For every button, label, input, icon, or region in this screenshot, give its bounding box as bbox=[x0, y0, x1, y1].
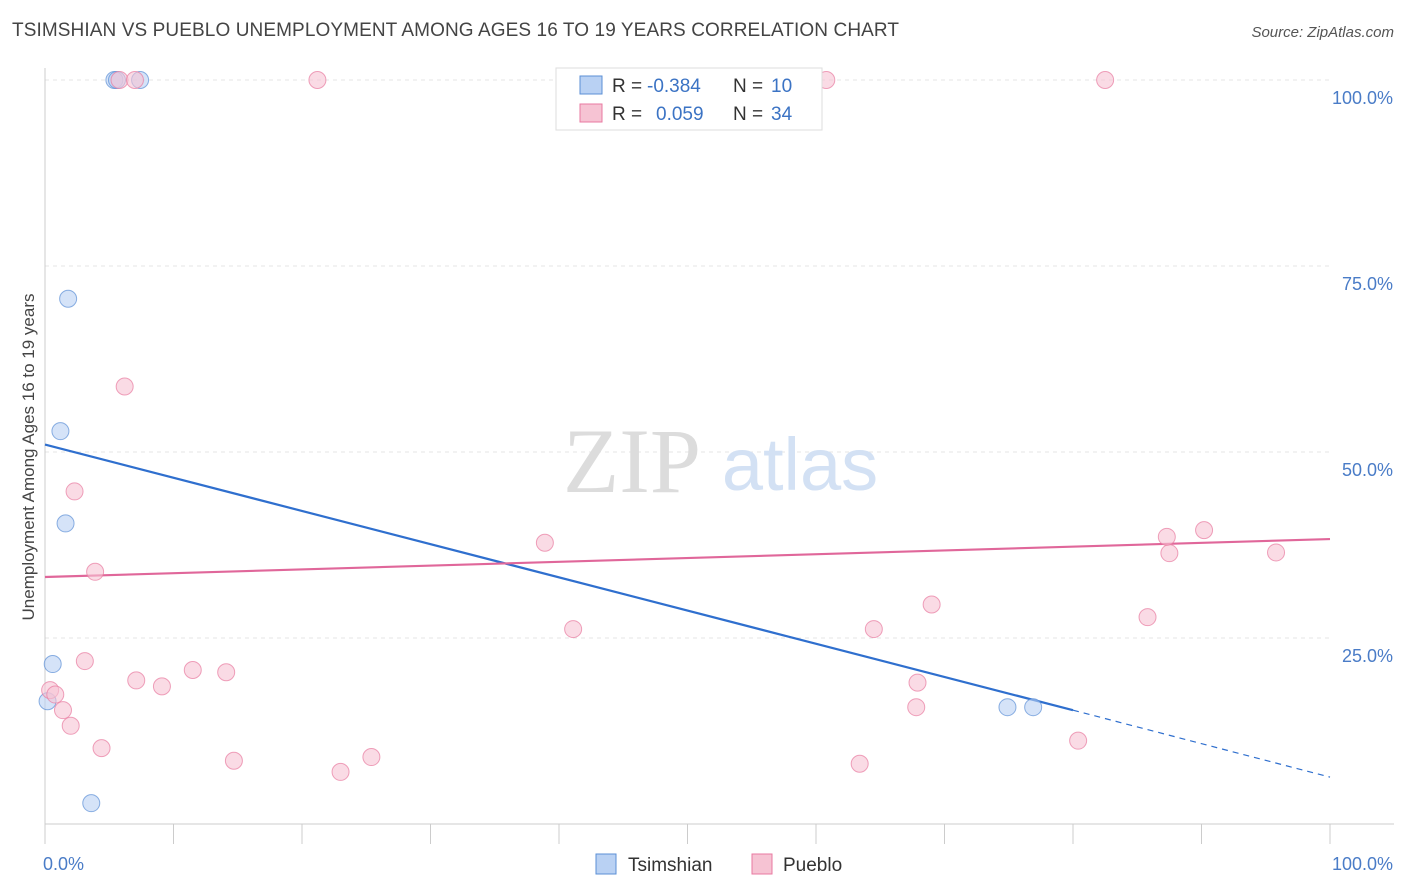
point-pueblo-0 bbox=[110, 71, 129, 89]
point-pueblo-7 bbox=[86, 562, 105, 581]
y-tick-label-0: 25.0% bbox=[1342, 646, 1393, 666]
point-pueblo-18 bbox=[127, 671, 146, 690]
point-pueblo-13 bbox=[1160, 544, 1179, 563]
point-pueblo-9 bbox=[564, 620, 583, 639]
point-pueblo-29 bbox=[362, 748, 381, 767]
point-pueblo-14 bbox=[1157, 527, 1176, 546]
point-pueblo-20 bbox=[183, 660, 202, 679]
watermark-zip: ZIP bbox=[563, 410, 701, 512]
point-pueblo-23 bbox=[46, 685, 65, 704]
point-pueblo-12 bbox=[1138, 608, 1157, 627]
legend-n-label-1: N = bbox=[733, 76, 763, 97]
point-pueblo-31 bbox=[908, 673, 927, 692]
point-pueblo-10 bbox=[864, 620, 883, 639]
point-pueblo-32 bbox=[907, 698, 926, 717]
point-tsimshian-3 bbox=[59, 289, 78, 308]
point-pueblo-11 bbox=[922, 595, 941, 614]
legend-r-label-1: R = bbox=[612, 76, 642, 97]
legend-n-label-2: N = bbox=[733, 104, 763, 125]
point-pueblo-33 bbox=[1069, 731, 1088, 750]
trend-line-tsimshian bbox=[44, 443, 1074, 712]
point-pueblo-16 bbox=[1267, 543, 1286, 562]
point-pueblo-30 bbox=[850, 754, 869, 773]
point-tsimshian-9 bbox=[998, 698, 1017, 717]
watermark-atlas: atlas bbox=[722, 423, 878, 506]
legend-n-value-1: 10 bbox=[771, 76, 792, 97]
watermark: ZIP atlas bbox=[563, 410, 878, 512]
point-pueblo-25 bbox=[61, 716, 80, 735]
chart-source: Source: ZipAtlas.com bbox=[1251, 24, 1394, 41]
point-tsimshian-5 bbox=[56, 514, 75, 533]
point-tsimshian-6 bbox=[43, 655, 62, 674]
legend-swatch-pueblo bbox=[579, 103, 603, 123]
legend-r-label-2: R = bbox=[612, 104, 642, 125]
point-pueblo-6 bbox=[65, 482, 84, 501]
legend-r-value-1: -0.384 bbox=[647, 76, 701, 97]
point-pueblo-17 bbox=[75, 652, 94, 671]
point-pueblo-1 bbox=[125, 71, 144, 89]
y-axis-label: Unemployment Among Ages 16 to 19 years bbox=[19, 294, 38, 621]
point-pueblo-4 bbox=[1096, 71, 1115, 89]
trend-lines bbox=[44, 443, 1331, 778]
point-pueblo-21 bbox=[217, 663, 236, 682]
legend-n-value-2: 34 bbox=[771, 104, 793, 125]
series-legend: Tsimshian Pueblo bbox=[595, 853, 842, 876]
point-tsimshian-10 bbox=[1024, 698, 1043, 717]
axes bbox=[44, 68, 1394, 844]
legend-swatch-tsimshian bbox=[579, 75, 603, 95]
point-pueblo-19 bbox=[152, 677, 171, 696]
point-pueblo-27 bbox=[224, 751, 243, 770]
point-pueblo-24 bbox=[53, 701, 72, 720]
y-tick-label-2: 75.0% bbox=[1342, 274, 1393, 294]
point-pueblo-26 bbox=[92, 739, 111, 758]
point-pueblo-8 bbox=[535, 533, 554, 552]
point-pueblo-15 bbox=[1195, 521, 1214, 540]
y-tick-label-1: 50.0% bbox=[1342, 460, 1393, 480]
point-tsimshian-8 bbox=[82, 794, 101, 813]
x-tick-label-0: 0.0% bbox=[43, 854, 84, 874]
point-pueblo-2 bbox=[308, 71, 327, 89]
correlation-legend: R = -0.384 N = 10 R = 0.059 N = 34 bbox=[555, 67, 823, 131]
trend-line-pueblo bbox=[44, 537, 1331, 579]
point-pueblo-28 bbox=[331, 762, 350, 781]
series-label-tsimshian: Tsimshian bbox=[628, 855, 712, 876]
point-pueblo-5 bbox=[115, 377, 134, 396]
grid-lines bbox=[45, 79, 1330, 639]
series-swatch-pueblo bbox=[751, 853, 773, 875]
series-label-pueblo: Pueblo bbox=[783, 855, 842, 876]
series-swatch-tsimshian bbox=[595, 853, 617, 875]
tick-labels: 25.0% 50.0% 75.0% 100.0% 0.0% 100.0% bbox=[43, 88, 1393, 874]
x-tick-label-1: 100.0% bbox=[1332, 854, 1393, 874]
chart-title: TSIMSHIAN VS PUEBLO UNEMPLOYMENT AMONG A… bbox=[12, 20, 900, 41]
legend-r-value-2: 0.059 bbox=[656, 104, 704, 125]
point-tsimshian-4 bbox=[51, 422, 70, 441]
trend-line-tsimshian-extension bbox=[1072, 709, 1331, 778]
y-tick-label-3: 100.0% bbox=[1332, 88, 1393, 108]
data-points bbox=[38, 71, 1286, 813]
